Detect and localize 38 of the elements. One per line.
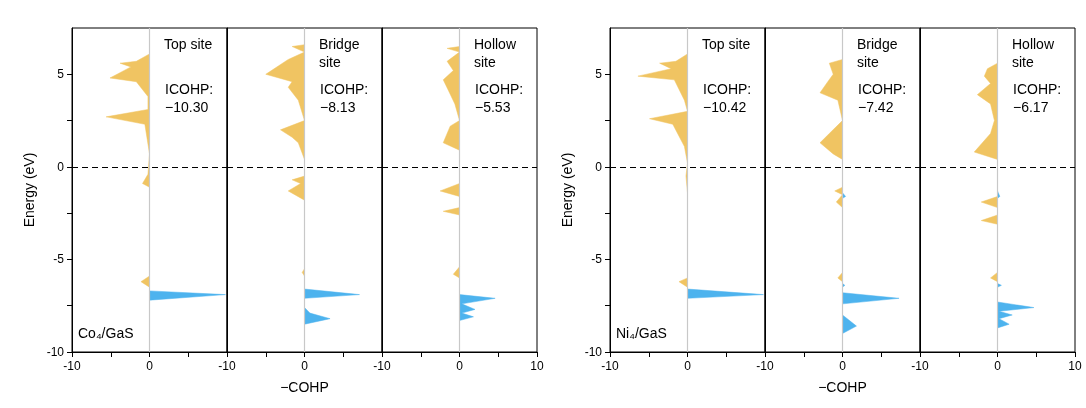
x-tick-label: 0	[456, 359, 464, 373]
x-tick-label: -10	[373, 359, 391, 373]
text: Bridge site	[319, 36, 364, 70]
annotation: ICOHP: −10.42	[703, 81, 756, 115]
y-tick-label: 5	[595, 67, 603, 82]
x-tick-label: 0	[301, 359, 309, 373]
x-axis-title: −COHP	[818, 379, 867, 395]
annotation: Ni₄/GaS	[616, 325, 667, 341]
y-tick-label: 5	[57, 67, 65, 82]
x-tick-label: 10	[1068, 359, 1082, 373]
annotation: ICOHP: −8.13	[320, 81, 373, 115]
annotation: ICOHP: −5.53	[475, 81, 528, 115]
text: Hollow site	[474, 36, 520, 70]
y-tick-label: 0	[57, 159, 65, 174]
y-tick-label: 0	[595, 159, 603, 174]
text: Bridge site	[857, 36, 902, 70]
annotation: Co₄/GaS	[78, 325, 134, 341]
y-tick-label: -5	[53, 252, 65, 267]
annotation: ICOHP: −10.30	[165, 81, 218, 115]
x-axis-title: −COHP	[280, 379, 329, 395]
x-tick-label: 0	[146, 359, 154, 373]
x-tick-label: 0	[684, 359, 692, 373]
text: Top site	[164, 36, 213, 52]
x-tick-label: 0	[839, 359, 847, 373]
y-tick-label: -10	[584, 345, 603, 359]
x-tick-label: -10	[911, 359, 929, 373]
x-tick-label: 0	[994, 359, 1002, 373]
annotation: ICOHP: −6.17	[1013, 81, 1066, 115]
text: Hollow site	[1012, 36, 1058, 70]
y-axis-title: Energy (eV)	[20, 152, 37, 228]
annotation: ICOHP: −7.42	[858, 81, 911, 115]
y-tick-label: -10	[46, 345, 65, 359]
x-tick-label: -10	[756, 359, 774, 373]
y-tick-label: -5	[591, 252, 603, 267]
text: Top site	[702, 36, 751, 52]
x-tick-label: 10	[530, 359, 544, 373]
y-axis-title: Energy (eV)	[558, 152, 575, 228]
x-tick-label: -10	[218, 359, 236, 373]
